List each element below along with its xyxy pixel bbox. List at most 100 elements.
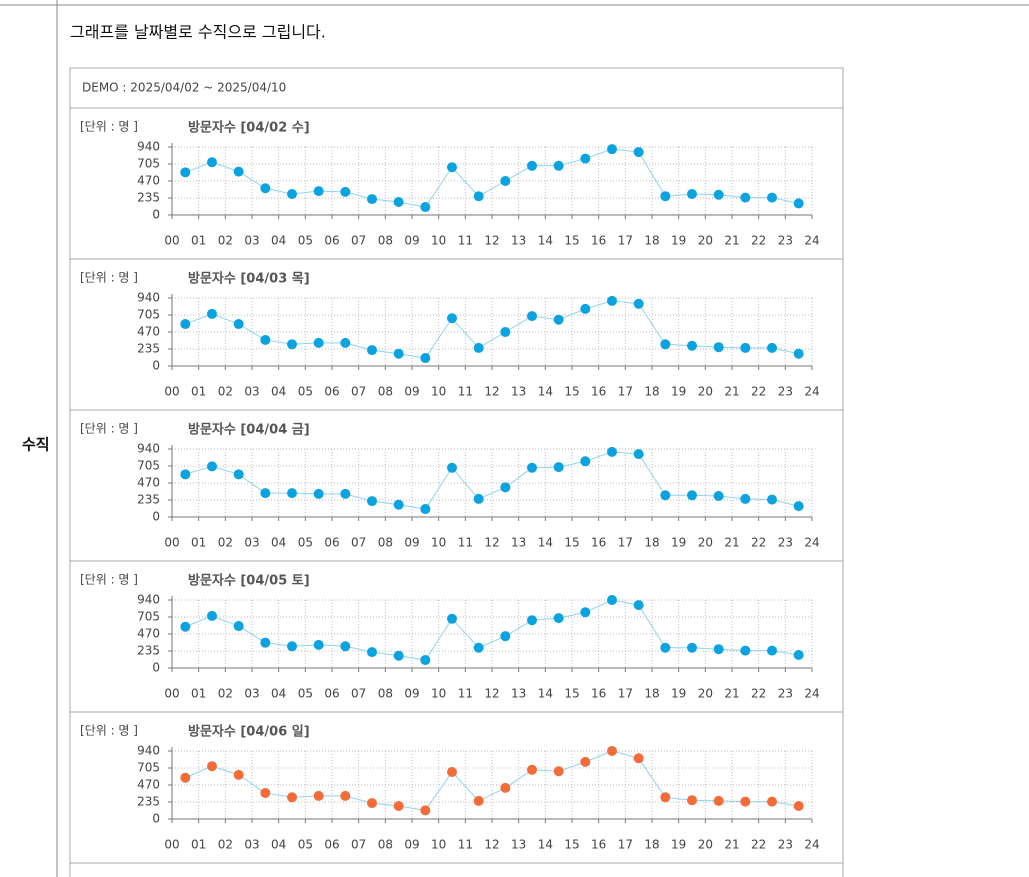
data-point (447, 462, 457, 473)
data-point (260, 334, 271, 345)
data-point (500, 327, 511, 337)
x-tick-label: 16 (591, 838, 606, 852)
x-tick-label: 07 (351, 536, 366, 550)
y-tick-label: 940 (137, 593, 160, 607)
x-tick-label: 05 (298, 385, 313, 399)
y-tick-label: 470 (137, 627, 160, 641)
x-tick-label: 10 (431, 536, 446, 550)
x-tick-label: 13 (511, 687, 526, 701)
x-tick-label: 11 (458, 536, 473, 550)
data-point (393, 196, 404, 207)
chart-box (69, 67, 844, 877)
data-point (260, 183, 271, 194)
data-point (180, 469, 191, 480)
data-point (420, 805, 431, 816)
x-tick-label: 14 (538, 536, 553, 550)
x-tick-label: 02 (218, 687, 233, 701)
x-tick-label: 06 (324, 385, 339, 399)
y-tick-label: 0 (152, 510, 160, 524)
data-point (607, 446, 617, 457)
x-tick-label: 22 (751, 838, 766, 852)
data-point (500, 482, 511, 493)
x-tick-label: 01 (191, 385, 206, 399)
unit-label: [단위 : 명 ] (80, 422, 138, 436)
data-point (340, 790, 351, 801)
data-point (500, 782, 511, 793)
data-point (260, 637, 271, 648)
data-point (447, 613, 457, 624)
chart-title: 방문자수 [04/02 수] (188, 120, 310, 136)
data-point (420, 655, 431, 666)
data-point (740, 645, 751, 656)
data-point (687, 340, 697, 351)
x-tick-label: 14 (538, 234, 553, 248)
data-point (420, 504, 431, 515)
x-tick-label: 13 (511, 385, 526, 399)
x-tick-label: 22 (751, 687, 766, 701)
y-tick-label: 705 (137, 459, 160, 473)
data-point (473, 795, 484, 806)
x-tick-label: 13 (511, 536, 526, 550)
data-point (607, 746, 617, 756)
data-point (660, 792, 671, 803)
x-tick-label: 00 (164, 234, 179, 248)
unit-label: [단위 : 명 ] (80, 573, 138, 587)
data-point (473, 493, 484, 504)
x-tick-label: 24 (804, 687, 819, 701)
x-tick-label: 15 (564, 385, 579, 399)
x-tick-label: 11 (458, 838, 473, 852)
y-tick-label: 235 (137, 493, 160, 507)
y-tick-label: 705 (137, 308, 160, 322)
x-tick-label: 19 (671, 385, 686, 399)
x-tick-label: 04 (271, 687, 286, 701)
y-tick-label: 470 (137, 476, 160, 490)
x-tick-label: 21 (724, 234, 739, 248)
x-tick-label: 08 (378, 687, 393, 701)
data-point (367, 647, 377, 658)
x-tick-label: 23 (778, 234, 793, 248)
x-tick-label: 17 (618, 234, 633, 248)
chart-title: 방문자수 [04/05 토] (188, 573, 310, 589)
y-tick-label: 470 (137, 778, 160, 792)
data-point (580, 607, 591, 618)
x-tick-label: 07 (351, 838, 366, 852)
data-point (233, 469, 244, 480)
x-tick-label: 04 (271, 385, 286, 399)
data-point (580, 153, 591, 164)
x-tick-label: 04 (271, 838, 286, 852)
data-point (447, 162, 457, 173)
data-point (767, 494, 777, 505)
series-line (185, 750, 799, 811)
x-tick-label: 06 (324, 234, 339, 248)
x-tick-label: 04 (271, 536, 286, 550)
data-point (233, 166, 244, 177)
data-point (740, 796, 751, 807)
data-point (527, 311, 537, 322)
x-tick-label: 18 (644, 385, 659, 399)
data-point (447, 766, 457, 777)
x-tick-label: 10 (431, 687, 446, 701)
x-tick-label: 01 (191, 838, 206, 852)
x-tick-label: 15 (564, 687, 579, 701)
data-point (607, 295, 617, 306)
data-point (580, 303, 591, 314)
x-tick-label: 18 (644, 687, 659, 701)
data-point (473, 642, 484, 653)
data-point (660, 339, 671, 350)
x-tick-label: 23 (778, 536, 793, 550)
x-tick-label: 06 (324, 838, 339, 852)
x-tick-label: 01 (191, 536, 206, 550)
x-tick-label: 02 (218, 536, 233, 550)
x-tick-label: 20 (698, 687, 713, 701)
unit-label: [단위 : 명 ] (80, 724, 138, 738)
data-point (793, 348, 804, 359)
data-point (313, 337, 324, 348)
data-point (393, 499, 404, 510)
y-tick-label: 0 (152, 208, 160, 222)
data-point (500, 176, 511, 186)
data-point (180, 319, 191, 330)
data-point (793, 800, 804, 811)
data-point (633, 147, 644, 158)
y-tick-label: 940 (137, 140, 160, 154)
x-tick-label: 11 (458, 234, 473, 248)
